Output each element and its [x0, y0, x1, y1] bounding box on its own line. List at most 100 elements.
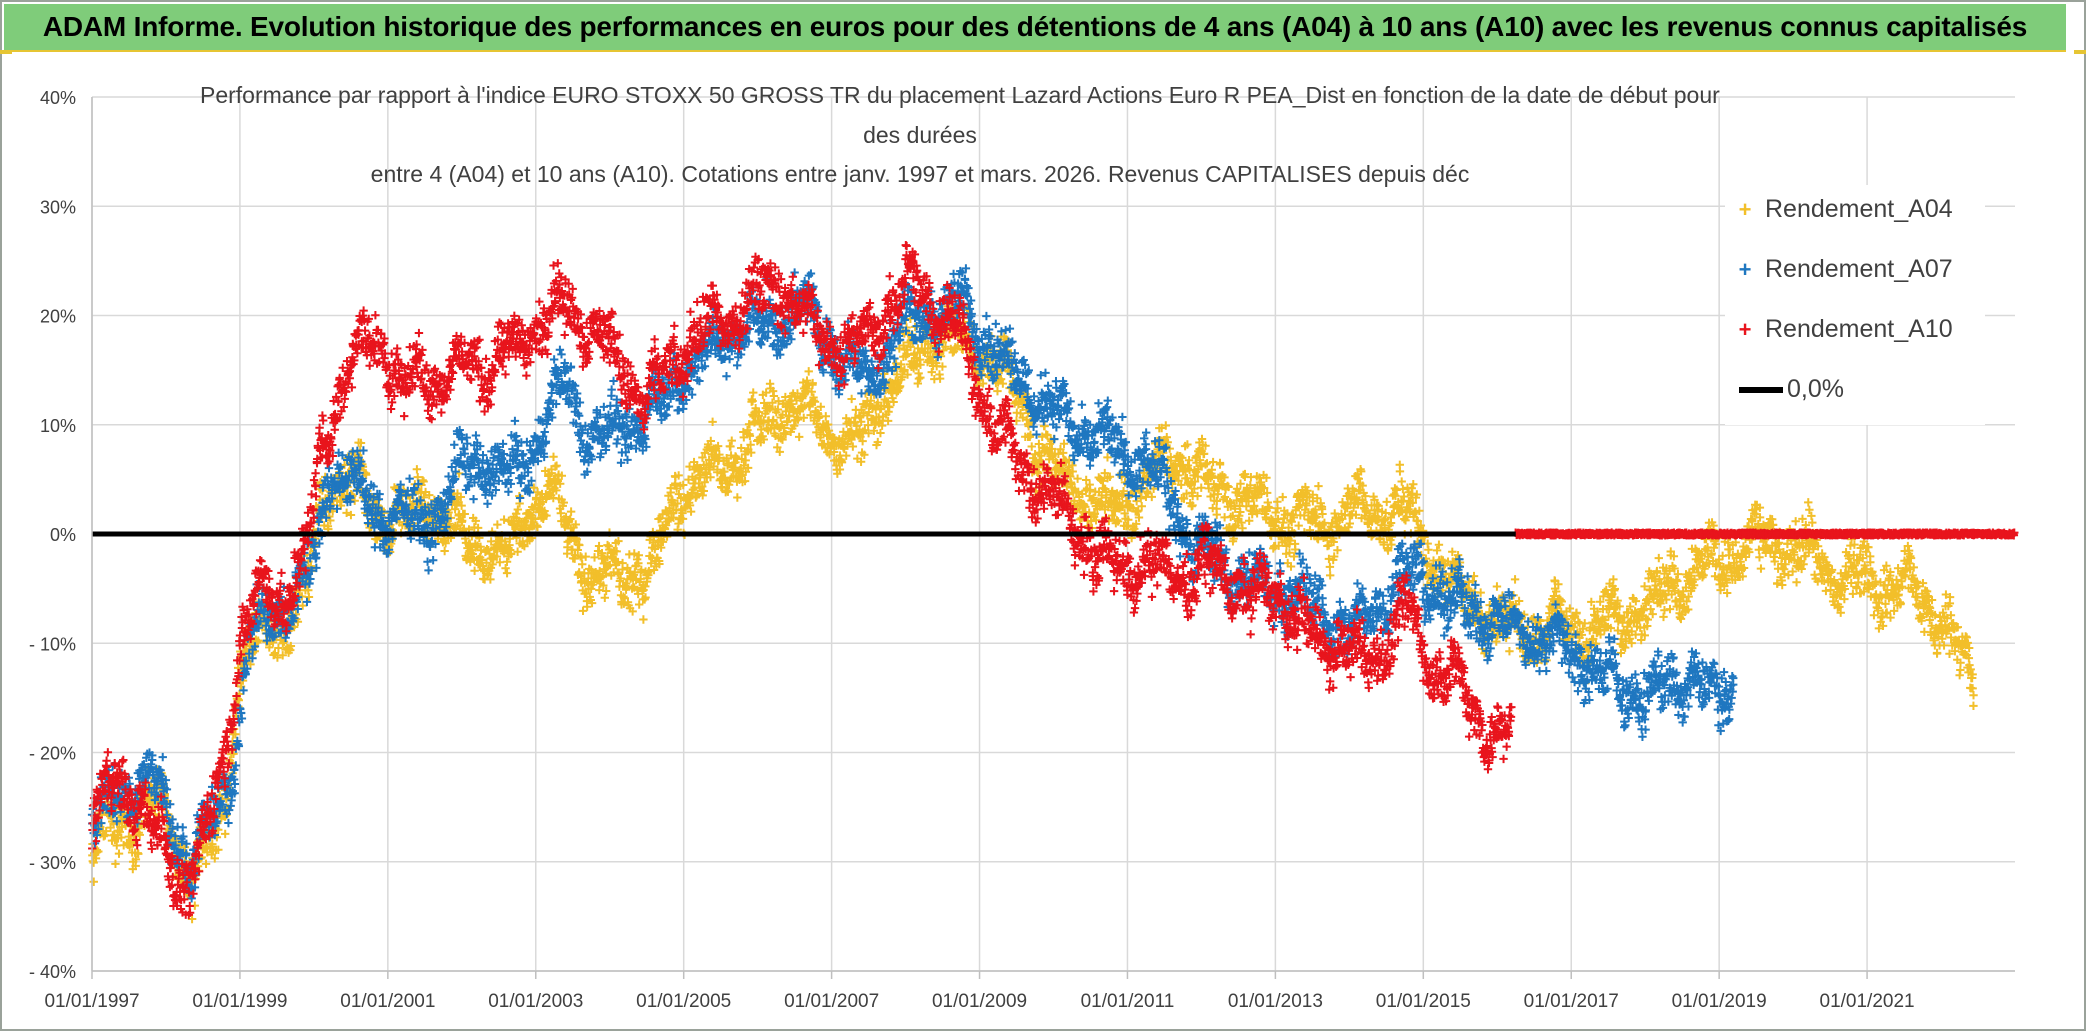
data-point-rendement_a04 [460, 509, 469, 519]
data-point-rendement_a04 [737, 454, 746, 464]
data-point-rendement_a04 [571, 520, 580, 529]
data-point-rendement_a04 [1390, 484, 1400, 493]
data-point-rendement_a04 [614, 536, 623, 546]
data-point-rendement_a04 [1660, 605, 1669, 615]
data-point-rendement_a04 [94, 847, 103, 856]
data-point-rendement_a04 [135, 830, 144, 840]
data-point-rendement_a04 [639, 615, 648, 624]
data-point-rendement_a04 [203, 848, 212, 857]
data-point-rendement_a04 [634, 551, 644, 560]
data-point-rendement_a04 [781, 429, 790, 439]
data-point-rendement_a04 [799, 413, 808, 423]
data-point-rendement_a04 [745, 420, 754, 429]
data-point-rendement_a04 [520, 541, 529, 551]
banner-accent-right [2074, 50, 2086, 54]
data-point-rendement_a04 [794, 432, 804, 442]
data-point-rendement_a04 [685, 501, 695, 510]
data-point-rendement_a04 [761, 388, 771, 397]
data-point-rendement_a04 [847, 394, 856, 404]
data-point-rendement_a04 [773, 405, 783, 414]
data-point-rendement_a04 [706, 472, 715, 482]
data-point-rendement_a04 [214, 845, 223, 854]
data-point-rendement_a04 [743, 463, 753, 473]
data-point-rendement_a04 [468, 549, 477, 559]
data-point-rendement_a04 [89, 877, 98, 886]
data-point-rendement_a04 [740, 476, 750, 486]
data-point-rendement_a04 [698, 453, 707, 462]
data-point-rendement_a04 [1755, 553, 1764, 562]
data-point-rendement_a04 [731, 453, 741, 462]
data-point-rendement_a04 [450, 505, 460, 514]
data-point-rendement_a04 [298, 601, 307, 610]
data-point-rendement_a04 [599, 581, 608, 590]
data-point-rendement_a04 [254, 636, 263, 645]
data-point-rendement_a04 [471, 516, 480, 526]
data-point-rendement_a04 [210, 854, 219, 863]
data-point-rendement_a04 [1215, 458, 1225, 468]
data-point-rendement_a04 [793, 415, 803, 424]
data-point-rendement_a04 [557, 471, 567, 480]
data-point-rendement_a04 [1932, 648, 1942, 658]
data-point-rendement_a04 [679, 480, 688, 490]
data-point-rendement_a07 [483, 499, 492, 508]
data-point-rendement_a04 [655, 559, 664, 569]
data-point-rendement_a04 [726, 442, 735, 451]
data-point-rendement_a04 [552, 486, 561, 495]
data-point-rendement_a04 [578, 560, 587, 569]
data-point-rendement_a04 [632, 555, 642, 564]
data-point-rendement_a04 [1325, 571, 1335, 580]
data-point-rendement_a04 [754, 407, 764, 417]
data-point-rendement_a04 [1846, 541, 1855, 550]
data-point-rendement_a04 [304, 592, 314, 602]
data-point-rendement_a04 [656, 543, 666, 552]
data-point-rendement_a04 [698, 482, 707, 491]
data-point-rendement_a04 [533, 488, 542, 497]
data-point-rendement_a04 [686, 507, 696, 516]
data-point-rendement_a04 [229, 749, 238, 759]
data-point-rendement_a04 [1869, 611, 1879, 620]
data-point-rendement_a04 [274, 643, 283, 653]
data-point-rendement_a04 [749, 388, 758, 397]
data-point-rendement_a04 [575, 540, 584, 550]
data-point-rendement_a04 [552, 461, 561, 470]
data-point-rendement_a04 [350, 496, 359, 505]
data-point-rendement_a04 [502, 568, 512, 578]
data-point-rendement_a04 [935, 374, 945, 383]
data-point-rendement_a04 [1432, 546, 1442, 555]
data-point-rendement_a04 [485, 549, 494, 558]
data-point-rendement_a07 [469, 494, 478, 504]
data-point-rendement_a04 [270, 648, 280, 658]
data-point-rendement_a04 [768, 398, 777, 407]
data-point-rendement_a04 [778, 435, 787, 444]
data-point-rendement_a04 [501, 564, 510, 573]
data-point-rendement_a04 [1792, 578, 1801, 587]
data-point-rendement_a04 [673, 499, 682, 508]
data-point-rendement_a04 [586, 584, 596, 594]
data-point-rendement_a04 [1580, 619, 1589, 628]
data-point-rendement_a04 [1510, 575, 1520, 584]
data-point-rendement_a07 [423, 557, 432, 566]
data-point-rendement_a04 [774, 396, 783, 406]
data-point-rendement_a04 [727, 436, 736, 445]
data-point-rendement_a04 [361, 470, 371, 479]
data-point-rendement_a04 [542, 511, 551, 520]
data-point-rendement_a04 [1804, 498, 1813, 507]
data-point-rendement_a04 [783, 417, 792, 426]
data-point-rendement_a04 [1654, 553, 1663, 563]
data-point-rendement_a04 [473, 523, 483, 533]
data-point-rendement_a04 [1756, 564, 1766, 573]
data-point-rendement_a04 [746, 440, 755, 449]
data-point-rendement_a04 [1778, 580, 1787, 590]
data-point-rendement_a04 [603, 540, 612, 550]
data-point-rendement_a04 [559, 498, 568, 507]
data-point-rendement_a04 [769, 415, 778, 425]
data-point-rendement_a04 [1212, 510, 1221, 519]
data-point-rendement_a04 [131, 861, 140, 871]
data-point-rendement_a04 [100, 831, 110, 840]
data-point-rendement_a04 [356, 438, 366, 448]
data-point-rendement_a04 [231, 730, 240, 739]
data-point-rendement_a04 [601, 569, 611, 578]
data-point-rendement_a04 [668, 496, 677, 505]
